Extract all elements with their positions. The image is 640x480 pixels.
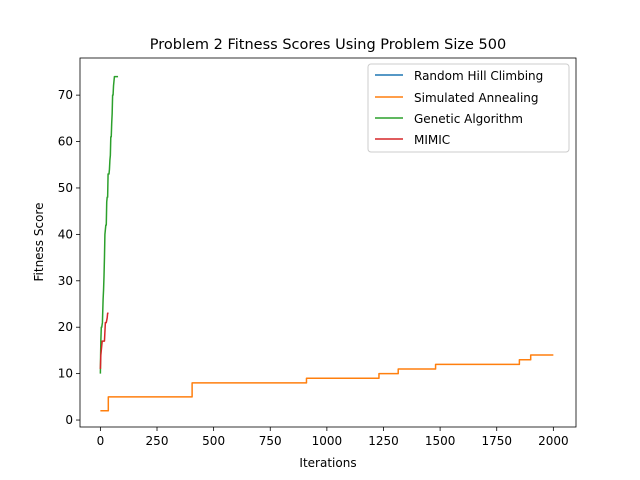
x-tick-label: 1500 xyxy=(425,434,456,448)
x-tick-label: 500 xyxy=(202,434,225,448)
y-tick-label: 40 xyxy=(58,227,73,241)
x-tick-label: 1000 xyxy=(312,434,343,448)
y-axis-label: Fitness Score xyxy=(32,203,46,282)
x-tick-label: 250 xyxy=(146,434,169,448)
legend-label-random-hill-climbing: Random Hill Climbing xyxy=(414,69,543,83)
y-tick-label: 30 xyxy=(58,274,73,288)
x-tick-label: 0 xyxy=(97,434,105,448)
legend-label-mimic: MIMIC xyxy=(414,133,450,147)
x-tick-label: 750 xyxy=(259,434,282,448)
series-line-simulated-annealing xyxy=(100,354,554,412)
series-line-mimic xyxy=(99,312,109,370)
plot-frame xyxy=(79,57,577,428)
axis-ticks: 0 250 500 750 1000 1250 1500 1750 2000 0 10 20 30 40 5… xyxy=(58,88,569,448)
y-tick-label: 60 xyxy=(58,135,73,149)
x-tick-label: 1250 xyxy=(368,434,399,448)
series-line-genetic-algorithm xyxy=(99,75,119,374)
x-tick-label: 1750 xyxy=(481,434,512,448)
chart-title: Problem 2 Fitness Scores Using Problem S… xyxy=(150,37,506,53)
y-tick-label: 10 xyxy=(58,367,73,381)
y-tick-label: 70 xyxy=(58,88,73,102)
legend-label-simulated-annealing: Simulated Annealing xyxy=(414,91,539,105)
x-tick-label: 2000 xyxy=(538,434,569,448)
y-tick-label: 0 xyxy=(65,413,73,427)
legend: Random Hill Climbing Simulated Annealing… xyxy=(367,63,570,153)
series-layer xyxy=(99,75,554,412)
y-tick-label: 20 xyxy=(58,320,73,334)
y-tick-label: 50 xyxy=(58,181,73,195)
legend-label-genetic-algorithm: Genetic Algorithm xyxy=(414,112,523,126)
legend-box xyxy=(367,63,570,153)
x-axis-label: Iterations xyxy=(299,456,356,470)
